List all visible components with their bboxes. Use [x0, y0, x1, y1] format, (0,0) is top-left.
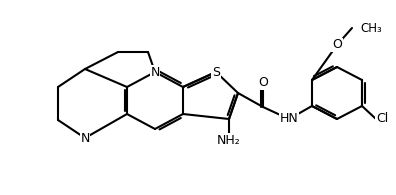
Text: O: O: [258, 76, 268, 90]
Text: Cl: Cl: [376, 113, 388, 126]
Text: NH₂: NH₂: [217, 134, 241, 146]
Text: O: O: [332, 38, 342, 51]
Text: N: N: [80, 131, 89, 144]
Text: HN: HN: [280, 113, 298, 126]
Text: N: N: [150, 66, 160, 79]
Text: S: S: [212, 66, 220, 79]
Text: CH₃: CH₃: [360, 21, 382, 35]
